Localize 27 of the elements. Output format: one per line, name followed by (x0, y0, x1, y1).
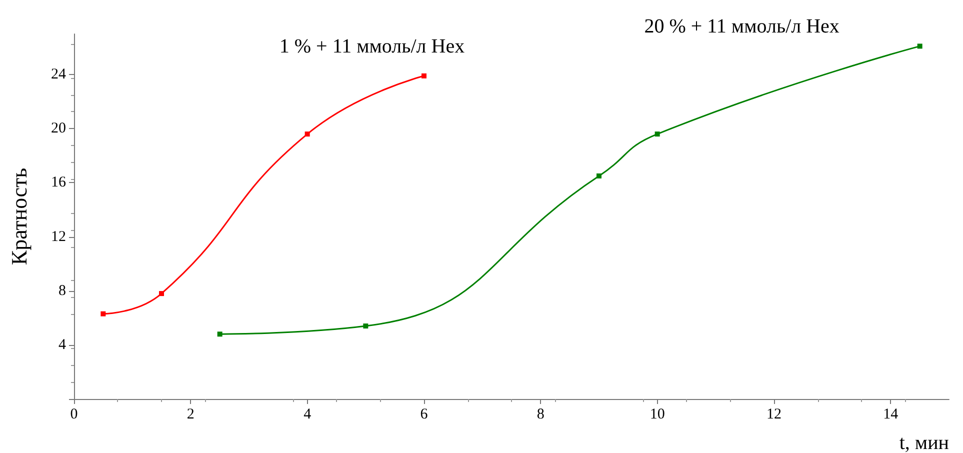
point (100, 311, 106, 316)
y-tick-label: 12 (51, 228, 66, 245)
x-tick-label: 12 (766, 406, 782, 422)
x-tick-label: 4 (304, 406, 312, 422)
point (217, 332, 222, 337)
y-tick-label: 20 (51, 120, 66, 137)
series-label: 20 % + 11 ммоль/л Hex (644, 16, 840, 38)
x-tick-label: 10 (650, 406, 665, 422)
x-axis-title: t, мин (899, 432, 950, 453)
point (159, 291, 164, 296)
x-tick-label: 0 (70, 406, 78, 422)
point (654, 132, 660, 137)
x-tick-label: 14 (883, 406, 899, 422)
y-axis-title: Кратность (6, 168, 32, 266)
point (422, 73, 426, 78)
y-tick-label: 24 (51, 66, 66, 83)
y-tick-label: 16 (51, 174, 66, 191)
y-tick-label: 8 (58, 282, 66, 299)
point (304, 132, 310, 137)
x-tick-label: 8 (536, 406, 544, 422)
x-tick-label: 6 (420, 406, 428, 422)
point (596, 173, 602, 178)
text: 1 % + 11 ммоль/л Hex (279, 35, 465, 58)
y-tick-label: 4 (58, 336, 66, 353)
x-tick-label: 2 (186, 406, 194, 422)
point (917, 44, 922, 49)
point (363, 324, 368, 328)
